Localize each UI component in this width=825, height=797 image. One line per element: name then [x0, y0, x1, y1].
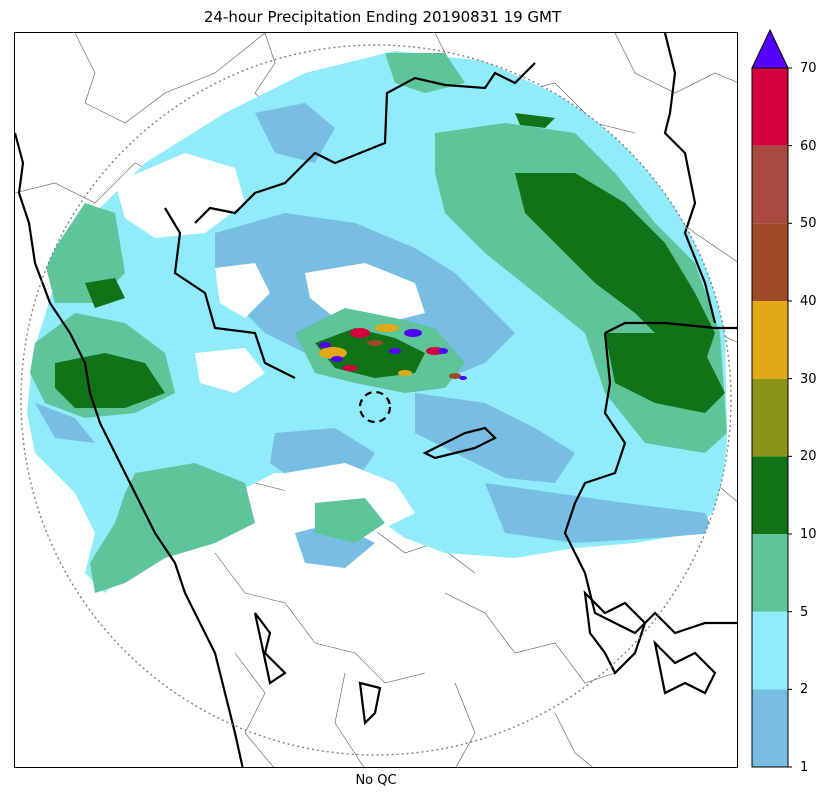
colorbar-tick-label: 40 — [800, 294, 817, 309]
colorbar-tick-label: 10 — [800, 527, 817, 542]
colorbar-tick-label: 2 — [800, 682, 809, 698]
colorbar-tick-label: 1 — [800, 760, 809, 775]
colorbar-tick-label: 60 — [800, 138, 817, 154]
colorbar-band-30-40 — [752, 301, 788, 379]
colorbar-band-60-70 — [752, 68, 788, 146]
radar-range-ring — [20, 44, 732, 756]
map-canvas — [15, 33, 737, 767]
colorbar-canvas — [751, 28, 792, 768]
colorbar-band-5-10 — [752, 534, 788, 612]
colorbar-tick-label: 5 — [800, 604, 809, 620]
colorbar — [751, 28, 792, 770]
radar-precipitation-map — [14, 32, 738, 768]
colorbar-tick-label: 70 — [800, 61, 817, 76]
colorbar-extend-triangle — [751, 28, 789, 69]
colorbar-tick-label: 50 — [800, 216, 817, 232]
colorbar-band-20-30 — [752, 378, 788, 457]
state-boundaries — [15, 33, 737, 767]
precipitation-field — [27, 51, 727, 593]
colorbar-band-10-20 — [752, 456, 788, 534]
radar-site-marker — [358, 390, 392, 424]
colorbar-frame — [751, 67, 789, 768]
colorbar-band-1-2 — [752, 689, 788, 767]
map-title: 24-hour Precipitation Ending 20190831 19… — [203, 8, 562, 26]
colorbar-band-2-5 — [752, 611, 788, 690]
colorbar-band-40-50 — [752, 223, 788, 301]
colorbar-tick-label: 20 — [800, 449, 817, 465]
colorbar-tick-label: 30 — [800, 371, 817, 387]
colorbar-band-50-60 — [752, 145, 788, 224]
precip-10-20-area — [515, 173, 715, 363]
convective-cluster — [295, 308, 467, 393]
map-xlabel: No QC — [355, 773, 397, 788]
